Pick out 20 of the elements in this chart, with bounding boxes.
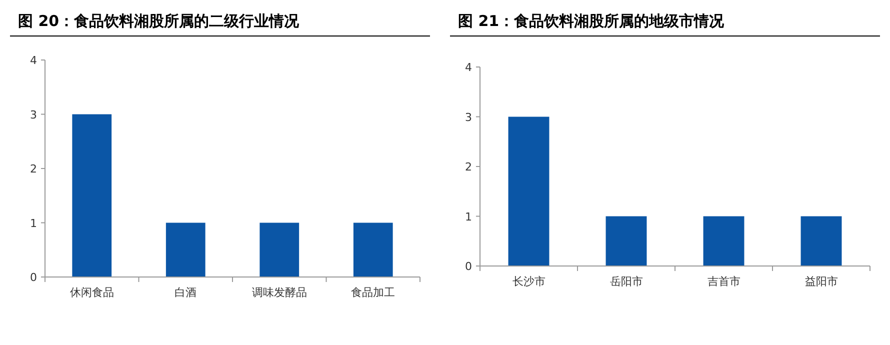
y-tick-label: 2 (30, 162, 37, 176)
x-tick-label: 长沙市 (512, 275, 546, 288)
chart-title: 图 21：食品饮料湘股所属的地级市情况 (458, 12, 726, 30)
y-tick-label: 4 (465, 61, 472, 74)
x-tick-label: 食品加工 (351, 286, 396, 299)
x-tick-label: 白酒 (174, 286, 197, 299)
x-tick-label: 岳阳市 (610, 275, 643, 288)
x-tick-label: 吉首市 (707, 275, 740, 288)
y-tick-label: 2 (465, 160, 472, 174)
chart-title: 图 20：食品饮料湘股所属的二级行业情况 (18, 12, 300, 30)
y-tick-label: 0 (465, 260, 472, 273)
x-tick-label: 调味发酵品 (252, 286, 307, 299)
y-tick-label: 3 (30, 108, 37, 122)
y-tick-label: 0 (30, 271, 37, 284)
x-tick-label: 益阳市 (804, 275, 838, 288)
y-tick-label: 4 (30, 54, 37, 67)
y-tick-label: 1 (30, 216, 37, 230)
y-tick-label: 1 (465, 210, 472, 224)
y-tick-label: 3 (465, 110, 472, 124)
x-tick-label: 休闲食品 (70, 286, 114, 299)
